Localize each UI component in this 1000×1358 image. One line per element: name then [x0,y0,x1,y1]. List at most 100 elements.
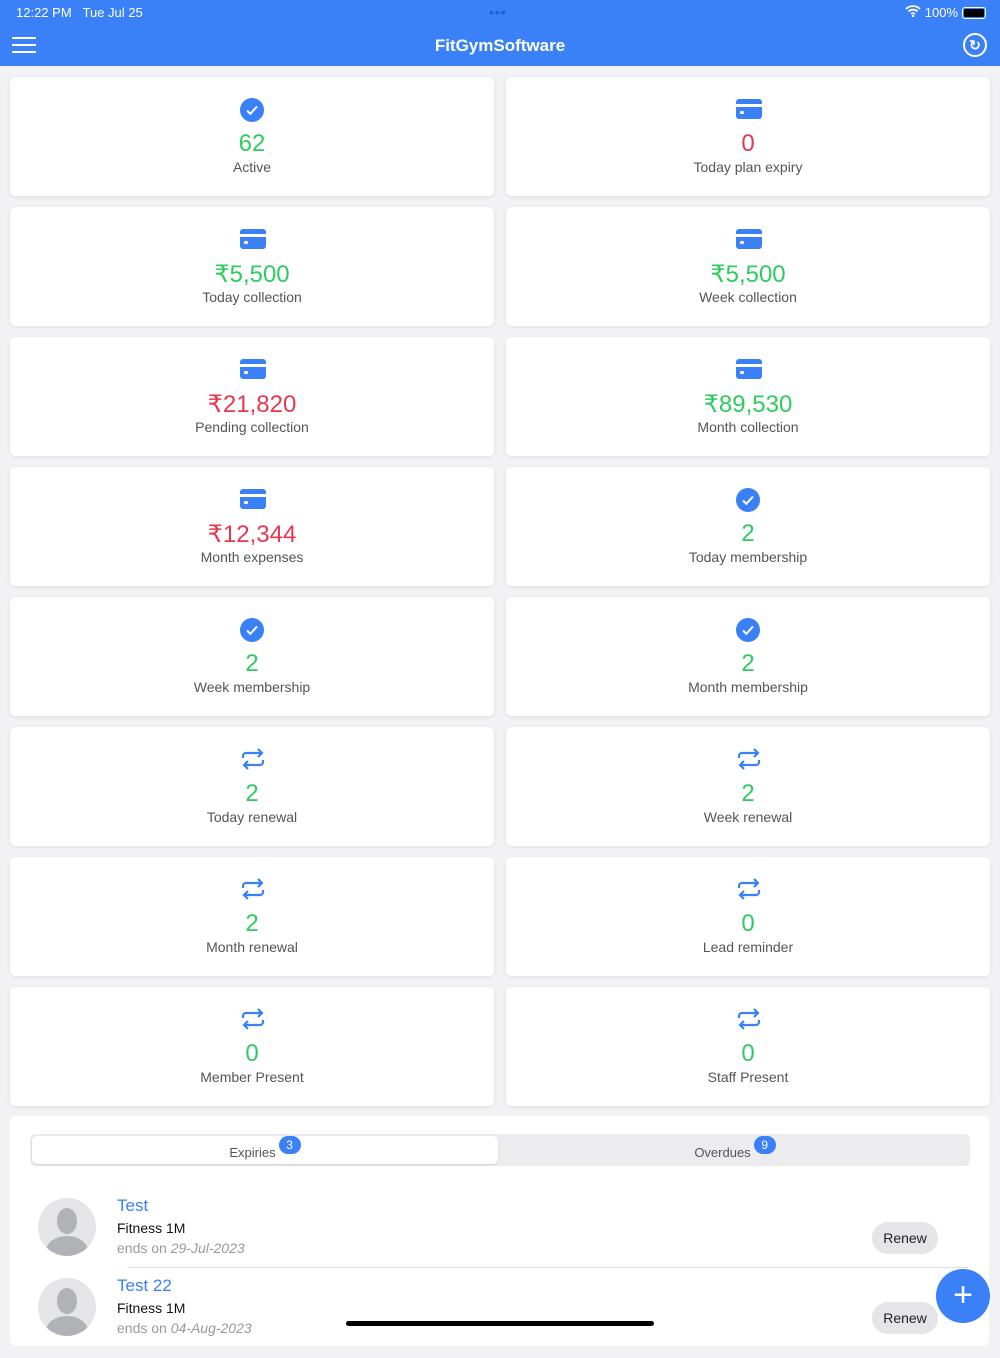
stat-value: 0 [741,1040,755,1067]
stat-value: 2 [741,520,755,547]
stat-card-week-collection[interactable]: ₹5,500 Week collection [506,207,990,326]
refresh-icon[interactable]: ↻ [963,33,987,57]
stat-card-month-renewal[interactable]: 2 Month renewal [10,857,494,976]
card-icon [240,488,266,512]
ends-date: 04-Aug-2023 [170,1320,252,1336]
renew-button[interactable]: Renew [872,1302,938,1334]
tab-label: Expiries [229,1145,276,1160]
member-plan: Fitness 1M [117,1220,186,1236]
divider [127,1267,968,1268]
status-time: 12:22 PM [16,5,72,20]
stat-card-month-collection[interactable]: ₹89,530 Month collection [506,337,990,456]
repeat-icon [736,878,761,902]
stat-card-today-collection[interactable]: ₹5,500 Today collection [10,207,494,326]
member-plan: Fitness 1M [117,1300,186,1316]
renew-button[interactable]: Renew [872,1222,938,1254]
stat-value: 0 [245,1040,259,1067]
ends-date: 29-Jul-2023 [170,1240,245,1256]
stat-label: Lead reminder [702,939,794,955]
check-icon [240,618,264,642]
stat-value: 62 [238,130,266,157]
stat-card-staff-present[interactable]: 0 Staff Present [506,987,990,1106]
stat-card-pending-collection[interactable]: ₹21,820 Pending collection [10,337,494,456]
wifi-icon [905,5,921,20]
stat-card-week-renewal[interactable]: 2 Week renewal [506,727,990,846]
repeat-icon [240,748,265,772]
stat-card-week-membership[interactable]: 2 Week membership [10,597,494,716]
card-icon [240,358,266,382]
stat-label: Month renewal [206,939,298,955]
stat-value: 2 [245,650,259,677]
stat-label: Week collection [699,289,797,305]
stat-card-today-renewal[interactable]: 2 Today renewal [10,727,494,846]
ends-prefix: ends on [117,1320,167,1336]
status-time-date: 12:22 PM Tue Jul 25 [16,5,143,20]
stat-card-lead-reminder[interactable]: 0 Lead reminder [506,857,990,976]
avatar [38,1278,96,1336]
member-list-panel: Expiries 3 Overdues 9 [10,1116,989,1346]
navigation-bar: 12:22 PM Tue Jul 25 ••• 100% FitGymSoftw… [0,0,1000,66]
list-item[interactable]: Test 22 Fitness 1M ends on 04-Aug-2023 R… [38,1276,958,1358]
stat-label: Pending collection [195,419,309,435]
stat-value: ₹12,344 [207,521,297,548]
repeat-icon [736,1008,761,1032]
stat-value: 2 [245,780,259,807]
stat-value: 2 [741,650,755,677]
stat-label: Member Present [200,1069,304,1085]
stat-label: Month collection [697,419,799,435]
stat-label: Today membership [688,549,808,565]
stat-label: Month membership [688,679,808,695]
tab-label: Overdues [694,1145,751,1160]
stat-card-month-membership[interactable]: 2 Month membership [506,597,990,716]
card-icon [736,98,762,122]
stat-card-month-expenses[interactable]: ₹12,344 Month expenses [10,467,494,586]
stat-value: 2 [245,910,259,937]
menu-icon[interactable] [12,37,36,53]
tab-expiries[interactable]: Expiries 3 [32,1136,498,1164]
stat-label: Today plan expiry [693,159,803,175]
add-button[interactable]: + [936,1269,990,1323]
app-title: FitGymSoftware [434,36,566,55]
repeat-icon [736,748,761,772]
status-indicators: 100% [905,5,986,20]
member-name[interactable]: Test 22 [117,1276,172,1295]
card-icon [240,228,266,252]
status-date: Tue Jul 25 [82,5,143,20]
member-name[interactable]: Test [117,1196,149,1215]
home-indicator [346,1321,654,1326]
stat-label: Month expenses [200,549,304,565]
repeat-icon [240,878,265,902]
count-badge: 9 [753,1136,776,1154]
stat-label: Week membership [193,679,311,695]
avatar [38,1198,96,1256]
multitask-dots-icon[interactable]: ••• [489,4,507,20]
battery-icon [962,6,986,19]
stat-value: ₹5,500 [710,261,786,288]
battery-percent: 100% [924,5,958,20]
ends-prefix: ends on [117,1240,167,1256]
repeat-icon [240,1008,265,1032]
tab-overdues[interactable]: Overdues 9 [502,1136,968,1164]
member-end-date: ends on 04-Aug-2023 [117,1320,252,1336]
count-badge: 3 [278,1136,301,1154]
check-icon [736,618,760,642]
list-item[interactable]: Test Fitness 1M ends on 29-Jul-2023 Rene… [38,1196,958,1278]
stat-value: 0 [741,910,755,937]
stat-value: ₹5,500 [214,261,290,288]
stat-card-today-membership[interactable]: 2 Today membership [506,467,990,586]
segment-control: Expiries 3 Overdues 9 [30,1134,970,1166]
card-icon [736,228,762,252]
stat-card-today-plan-expiry[interactable]: 0 Today plan expiry [506,77,990,196]
check-icon [736,488,760,512]
check-icon [240,98,264,122]
stat-label: Today renewal [206,809,298,825]
stat-value: 0 [741,130,755,157]
stat-value: 2 [741,780,755,807]
card-icon [736,358,762,382]
stat-value: ₹89,530 [703,391,793,418]
member-end-date: ends on 29-Jul-2023 [117,1240,245,1256]
stat-label: Active [232,159,272,175]
stat-label: Staff Present [707,1069,789,1085]
stat-card-active[interactable]: 62 Active [10,77,494,196]
stat-card-member-present[interactable]: 0 Member Present [10,987,494,1106]
